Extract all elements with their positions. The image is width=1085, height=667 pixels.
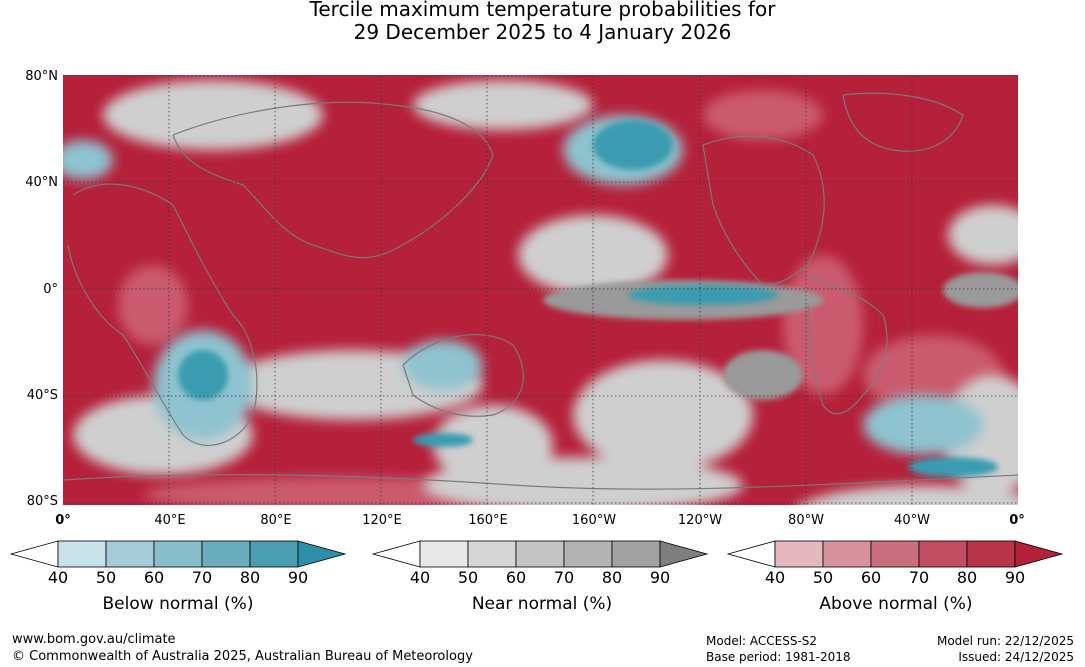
probability-map — [63, 75, 1018, 505]
footer-dates: Model run: 22/12/2025 Issued: 24/12/2025 — [937, 633, 1074, 665]
lon-label-0-left: 0° — [55, 513, 71, 528]
copyright-text: © Commonwealth of Australia 2025, Austra… — [12, 649, 473, 664]
tick-label: 80 — [956, 568, 978, 587]
colorbar-above — [727, 540, 1064, 568]
colorbar-segment — [249, 540, 299, 568]
lon-label-80e: 80°E — [260, 513, 292, 528]
colorbar-arrow-low — [727, 540, 776, 568]
map-title: Tercile maximum temperature probabilitie… — [0, 0, 1085, 44]
colorbar-arrow-low — [372, 540, 421, 568]
lon-label-40w: 40°W — [894, 513, 930, 528]
tick-label: 50 — [95, 568, 117, 587]
tick-label: 70 — [553, 568, 575, 587]
colorbar-segment — [563, 540, 613, 568]
colorbar-arrow-high — [659, 540, 709, 568]
model-name: Model: ACCESS-S2 — [706, 634, 818, 648]
issued-date: Issued: 24/12/2025 — [958, 650, 1074, 664]
colorbar-segment — [467, 540, 517, 568]
tick-label: 80 — [601, 568, 623, 587]
colorbar-segment — [918, 540, 968, 568]
colorbar-segment — [201, 540, 251, 568]
lat-label-40s: 40°S — [26, 388, 58, 403]
coastlines — [63, 92, 1018, 490]
lon-label-160e: 160°E — [468, 513, 508, 528]
colorbar-segment — [153, 540, 203, 568]
tick-label: 60 — [143, 568, 165, 587]
colorbar-segment — [870, 540, 920, 568]
colorbar-segment — [515, 540, 565, 568]
lat-label-80s: 80°S — [26, 494, 58, 509]
tick-label: 40 — [764, 568, 786, 587]
footer-left: www.bom.gov.au/climate © Commonwealth of… — [12, 631, 473, 665]
tick-label: 50 — [457, 568, 479, 587]
lon-label-120w: 120°W — [677, 513, 723, 528]
title-line-1: Tercile maximum temperature probabilitie… — [309, 0, 776, 21]
tick-label: 60 — [505, 568, 527, 587]
colorbar-segment — [822, 540, 872, 568]
tick-label: 80 — [239, 568, 261, 587]
colorbar-near — [372, 540, 709, 568]
legend-near-normal — [372, 540, 712, 568]
legend-title-near: Near normal (%) — [471, 594, 613, 614]
model-run-date: Model run: 22/12/2025 — [936, 634, 1074, 648]
lon-label-0-right: 0° — [1009, 513, 1025, 528]
title-line-2: 29 December 2025 to 4 January 2026 — [353, 20, 732, 44]
tick-label: 70 — [191, 568, 213, 587]
tick-label: 40 — [409, 568, 431, 587]
colorbar-segment — [774, 540, 824, 568]
colorbar-segment — [57, 540, 107, 568]
legend-title-above: Above normal (%) — [819, 594, 973, 614]
lon-label-80w: 80°W — [788, 513, 824, 528]
colorbar-below — [10, 540, 347, 568]
tick-label: 50 — [812, 568, 834, 587]
colorbar-segment — [105, 540, 155, 568]
colorbar-arrow-high — [1014, 540, 1064, 568]
base-period: Base period: 1981-2018 — [706, 650, 851, 664]
tick-label: 90 — [287, 568, 309, 587]
footer-model: Model: ACCESS-S2 Base period: 1981-2018 — [706, 633, 851, 665]
lon-label-40e: 40°E — [154, 513, 186, 528]
lat-label-80n: 80°N — [25, 69, 58, 84]
lat-label-0: 0° — [43, 282, 58, 297]
legend-above-normal — [727, 540, 1067, 568]
tick-label: 70 — [908, 568, 930, 587]
colorbar-segment — [966, 540, 1016, 568]
colorbar-segment — [419, 540, 469, 568]
legend-title-below: Below normal (%) — [102, 594, 254, 614]
graticule — [63, 75, 1018, 505]
lat-label-40n: 40°N — [25, 175, 58, 190]
tick-label: 90 — [649, 568, 671, 587]
colorbar-arrow-low — [10, 540, 59, 568]
website-link[interactable]: www.bom.gov.au/climate — [12, 632, 176, 647]
tick-label: 40 — [47, 568, 69, 587]
colorbar-arrow-high — [297, 540, 347, 568]
tick-label: 90 — [1004, 568, 1026, 587]
colorbar-segment — [611, 540, 661, 568]
tick-label: 60 — [860, 568, 882, 587]
lon-label-120e: 120°E — [362, 513, 402, 528]
legend-below-normal — [10, 540, 350, 568]
lon-label-160w: 160°W — [571, 513, 617, 528]
